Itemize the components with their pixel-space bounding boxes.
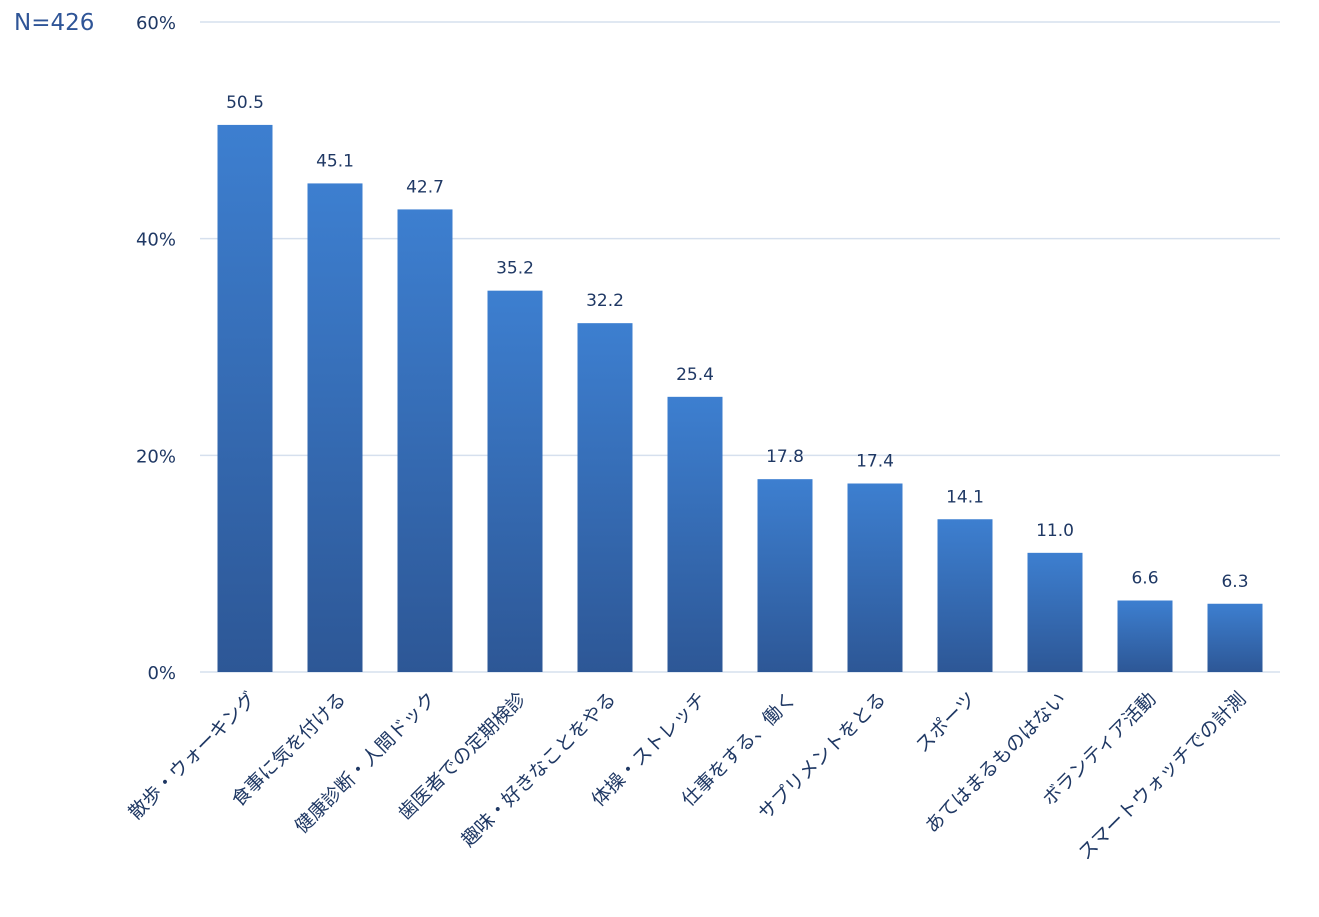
data-label: 45.1	[316, 151, 354, 171]
y-tick-label: 0%	[147, 663, 176, 684]
sample-size-label: N=426	[14, 10, 95, 36]
bar	[217, 124, 273, 672]
category-label: スマートウォッチでの計測	[1074, 688, 1250, 864]
bar	[847, 483, 903, 672]
bar	[577, 323, 633, 672]
bar	[937, 519, 993, 672]
data-label: 11.0	[1036, 521, 1074, 541]
data-label: 6.6	[1131, 569, 1158, 589]
bar	[487, 290, 543, 672]
bar	[757, 479, 813, 672]
category-labels: 散歩・ウォーキング食事に気を付ける健康診断・人間ドック歯医者での定期検診趣味・好…	[124, 688, 1250, 864]
bar	[1207, 603, 1263, 672]
category-label: スポーツ	[912, 688, 981, 757]
category-label: 趣味・好きなことをやる	[457, 688, 620, 851]
bar	[307, 183, 363, 672]
y-tick-label: 20%	[136, 446, 176, 467]
data-label: 50.5	[226, 93, 264, 113]
bars	[217, 124, 1263, 672]
bar	[1027, 552, 1083, 672]
bar	[397, 209, 453, 672]
data-label: 32.2	[586, 291, 624, 311]
data-label: 35.2	[496, 259, 534, 279]
y-tick-label: 60%	[136, 13, 176, 34]
data-label: 25.4	[676, 365, 714, 385]
gridlines	[200, 21, 1280, 673]
data-label: 42.7	[406, 177, 444, 197]
data-label: 14.1	[946, 487, 984, 507]
data-labels: 50.5 45.1 42.7 35.2 32.2 25.4 17.8 17.4 14.1 11.0…	[226, 93, 1248, 592]
data-label: 6.3	[1221, 572, 1248, 592]
bar	[1117, 600, 1173, 672]
data-label: 17.8	[766, 447, 804, 467]
data-label: 17.4	[856, 452, 894, 472]
y-axis-ticks: 0% 20% 40% 60%	[136, 13, 176, 684]
bar	[667, 396, 723, 672]
y-tick-label: 40%	[136, 230, 176, 251]
